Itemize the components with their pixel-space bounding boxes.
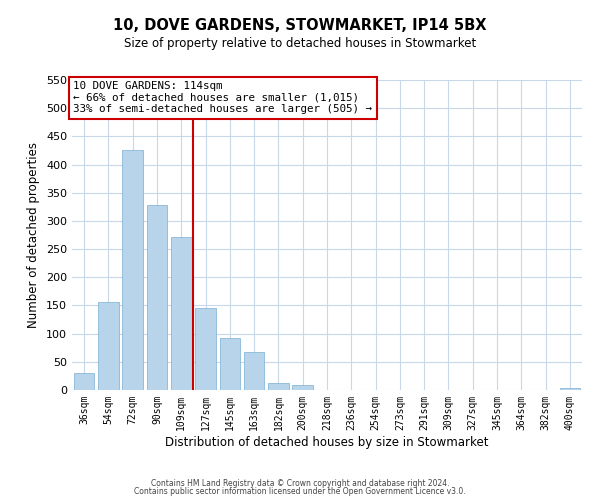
Text: Size of property relative to detached houses in Stowmarket: Size of property relative to detached ho…: [124, 38, 476, 51]
Text: 10, DOVE GARDENS, STOWMARKET, IP14 5BX: 10, DOVE GARDENS, STOWMARKET, IP14 5BX: [113, 18, 487, 32]
Y-axis label: Number of detached properties: Number of detached properties: [28, 142, 40, 328]
Bar: [220, 338, 240, 390]
Bar: [146, 205, 167, 390]
Text: Contains HM Land Registry data © Crown copyright and database right 2024.: Contains HM Land Registry data © Crown c…: [151, 478, 449, 488]
Bar: [560, 388, 580, 390]
Bar: [74, 373, 94, 390]
Text: Contains public sector information licensed under the Open Government Licence v3: Contains public sector information licen…: [134, 487, 466, 496]
Bar: [244, 352, 265, 390]
Text: 10 DOVE GARDENS: 114sqm
← 66% of detached houses are smaller (1,015)
33% of semi: 10 DOVE GARDENS: 114sqm ← 66% of detache…: [73, 81, 372, 114]
Bar: [292, 386, 313, 390]
Bar: [268, 382, 289, 390]
Bar: [98, 302, 119, 390]
Bar: [171, 236, 191, 390]
Bar: [195, 308, 216, 390]
Bar: [122, 150, 143, 390]
X-axis label: Distribution of detached houses by size in Stowmarket: Distribution of detached houses by size …: [165, 436, 489, 448]
